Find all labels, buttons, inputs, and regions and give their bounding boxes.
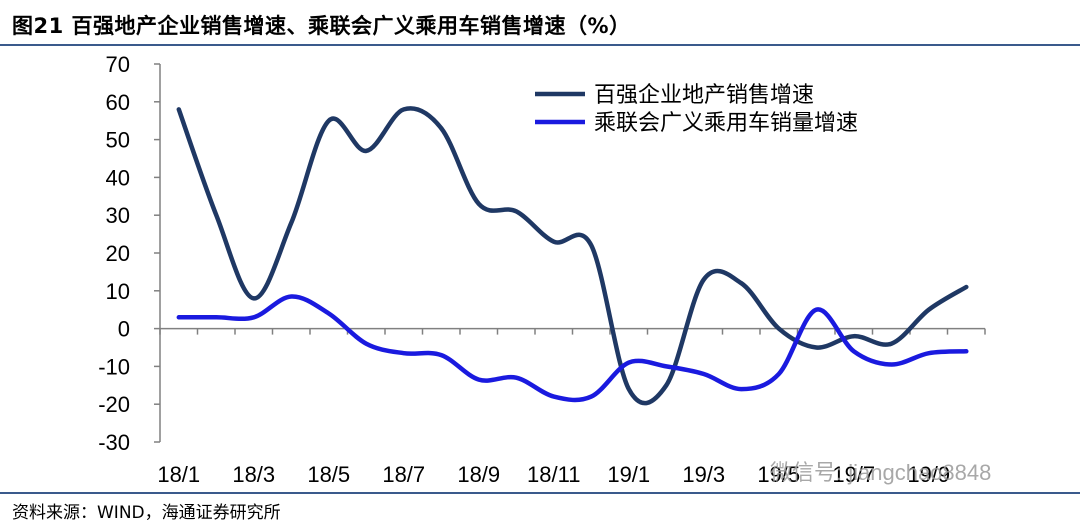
y-tick-label: 60 (106, 90, 130, 115)
y-tick-label: 50 (106, 128, 130, 153)
y-tick-label: -30 (98, 430, 130, 455)
y-tick-label: 20 (106, 241, 130, 266)
x-tick-label: 18/3 (232, 462, 275, 487)
y-tick-label: 40 (106, 165, 130, 190)
x-tick-label: 19/1 (607, 462, 650, 487)
title-bar: 图21 百强地产企业销售增速、乘联会广义乘用车销售增速（%） (0, 0, 1080, 46)
series-lines (176, 106, 969, 406)
x-tick-label: 18/1 (157, 462, 200, 487)
x-tick-label: 19/7 (832, 462, 875, 487)
y-tick-label: 10 (106, 279, 130, 304)
y-tick-label: 0 (118, 317, 130, 342)
chart-title: 图21 百强地产企业销售增速、乘联会广义乘用车销售增速（%） (12, 14, 631, 38)
source-note: 资料来源：WIND，海通证券研究所 (12, 503, 281, 523)
y-tick-label: 70 (106, 52, 130, 77)
axes (154, 63, 986, 443)
y-tick-label: 30 (106, 203, 130, 228)
y-tick-labels: 70 60 50 40 30 20 10 0 -10 -20 -30 (98, 52, 130, 455)
x-tick-label: 19/9 (907, 462, 950, 487)
x-tick-label: 18/7 (382, 462, 425, 487)
x-tick-label: 19/5 (757, 462, 800, 487)
series-line-car-sales (176, 294, 969, 403)
x-tick-label: 18/9 (457, 462, 500, 487)
legend-label: 百强企业地产销售增速 (594, 83, 814, 108)
legend-label: 乘联会广义乘用车销量增速 (594, 111, 858, 136)
x-tick-label: 18/11 (527, 462, 580, 487)
watermark-text: 微信号: jiangchao8848 (770, 460, 991, 485)
x-tick-label: 19/3 (682, 462, 725, 487)
x-tick-label: 18/5 (307, 462, 350, 487)
series-line-property-sales (176, 106, 969, 406)
footer-rule (0, 492, 1080, 494)
y-tick-label: -20 (98, 392, 130, 417)
y-tick-label: -10 (98, 354, 130, 379)
x-tick-labels: 18/1 18/3 18/5 18/7 18/9 18/11 19/1 19/3 19/5 19/… (157, 462, 950, 487)
